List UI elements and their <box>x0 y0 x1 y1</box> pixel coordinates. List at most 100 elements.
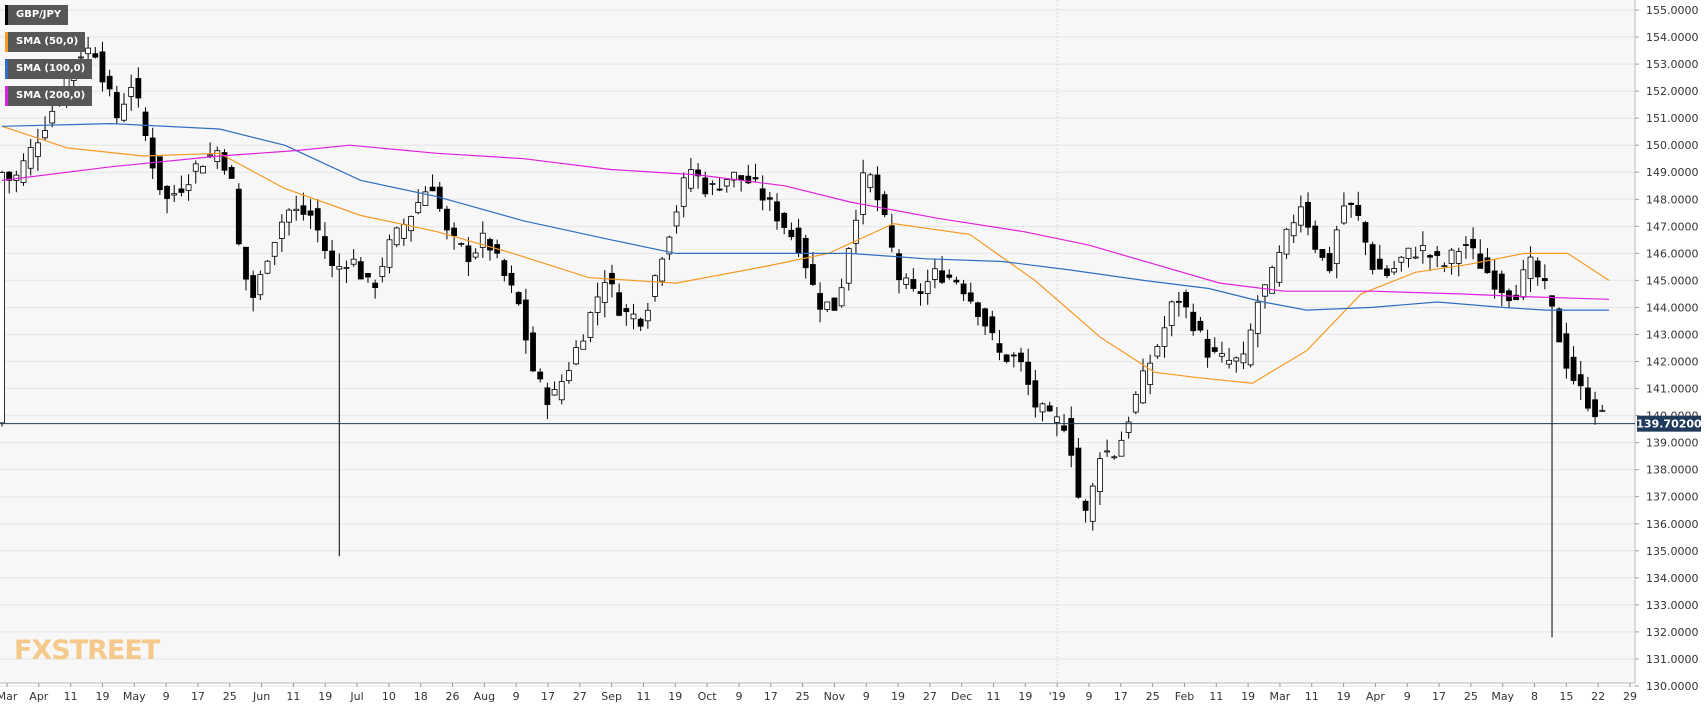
legend-item[interactable]: SMA (200,0) <box>5 86 93 106</box>
candle-body <box>1541 278 1548 282</box>
x-tick-label: 19 <box>1018 690 1032 703</box>
legend-item[interactable]: SMA (100,0) <box>5 59 93 79</box>
candle-body <box>429 186 436 192</box>
y-tick-label: 148.0000 <box>1646 193 1699 206</box>
legend-item[interactable]: GBP/JPY <box>5 5 69 25</box>
candle-body <box>1046 405 1053 412</box>
x-tick-label: 25 <box>1464 690 1478 703</box>
candle-body <box>1513 294 1520 301</box>
candle-body <box>831 297 838 311</box>
candle-body <box>788 229 795 238</box>
x-tick-label: Jul <box>349 690 363 703</box>
x-tick-label: 19 <box>668 690 682 703</box>
legend-swatch <box>5 86 8 106</box>
candle-body <box>365 273 371 278</box>
x-tick-label: Nov <box>824 690 846 703</box>
x-tick-label: 17 <box>541 690 555 703</box>
x-tick-label: Oct <box>698 690 718 703</box>
candle-body <box>695 169 701 177</box>
x-tick-label: 19 <box>1241 690 1255 703</box>
candle-body <box>372 282 379 289</box>
candle-body <box>867 174 874 188</box>
x-tick-label: 22 <box>1591 690 1605 703</box>
candle-body <box>637 318 644 327</box>
candle-body <box>1226 359 1233 365</box>
candle-body <box>343 267 350 269</box>
candle-body <box>845 248 852 284</box>
candle-body <box>917 291 924 294</box>
candle-body <box>278 221 285 239</box>
candle-body <box>1441 265 1448 268</box>
y-tick-label: 136.0000 <box>1646 518 1699 531</box>
candle-body <box>34 142 41 157</box>
x-tick-label: 11 <box>987 690 1001 703</box>
y-tick-label: 149.0000 <box>1646 166 1699 179</box>
candle-body <box>723 179 730 187</box>
y-tick-label: 144.0000 <box>1646 301 1699 314</box>
sma-200-0-line <box>1 144 1610 300</box>
candle-body <box>1204 338 1211 358</box>
x-tick-label: 11 <box>1209 690 1223 703</box>
x-tick-label: 19 <box>891 690 905 703</box>
candle-body <box>1326 253 1333 272</box>
candle-body <box>235 188 242 245</box>
candle-body <box>953 279 960 283</box>
candle-body <box>1484 257 1491 274</box>
candle-body <box>573 347 579 365</box>
candle-body <box>960 283 967 295</box>
candle-body <box>630 313 637 320</box>
y-tick-label: 132.0000 <box>1646 626 1699 639</box>
candle-body <box>1025 361 1032 385</box>
candle-body <box>709 183 716 185</box>
candle-body <box>1527 256 1534 279</box>
candle-body <box>508 272 515 286</box>
candle-body <box>1068 418 1075 456</box>
x-tick-label: Mar <box>1270 690 1291 703</box>
candle-body <box>1211 347 1218 352</box>
x-tick-label: Apr <box>29 690 49 703</box>
x-tick-label: 18 <box>414 690 428 703</box>
candle-body <box>1498 273 1505 294</box>
x-tick-label: May <box>123 690 146 703</box>
candle-body <box>781 212 788 228</box>
x-tick-label: Sep <box>601 690 622 703</box>
candle-body <box>1297 206 1304 226</box>
x-tick-label: Jun <box>252 690 270 703</box>
candle-body <box>357 261 364 280</box>
candle-body <box>824 301 831 310</box>
logo-part-b: STREET <box>51 635 160 666</box>
candle-body <box>860 172 867 215</box>
candle-body <box>1369 244 1376 270</box>
candle-body <box>1585 387 1591 409</box>
current-price-tag <box>1637 415 1701 432</box>
candle-body <box>931 268 938 280</box>
candle-body <box>688 169 694 189</box>
legend-item[interactable]: SMA (50,0) <box>5 32 86 52</box>
candle-body <box>479 232 486 248</box>
candle-body <box>1391 268 1398 273</box>
candle-body <box>888 225 895 248</box>
candle-body <box>1089 485 1096 522</box>
x-tick-label: 9 <box>513 690 520 703</box>
candle-body <box>1283 228 1290 255</box>
candle-body <box>644 309 651 322</box>
y-tick-label: 134.0000 <box>1646 572 1699 585</box>
x-tick-label: 17 <box>1432 690 1446 703</box>
candle-body <box>99 51 106 83</box>
x-tick-label: 9 <box>863 690 870 703</box>
candle-body <box>487 239 493 251</box>
candle-body <box>185 184 192 191</box>
candle-body <box>982 308 989 327</box>
candle-body <box>601 282 608 303</box>
x-tick-label: 25 <box>223 690 237 703</box>
y-tick-label: 143.0000 <box>1646 328 1699 341</box>
candle-body <box>616 292 623 316</box>
legend-swatch <box>5 59 8 79</box>
candle-body <box>881 194 888 216</box>
candle-body <box>458 243 465 245</box>
x-tick-label: 11 <box>1305 690 1319 703</box>
candle-body <box>544 387 551 405</box>
plot-area <box>0 0 1635 683</box>
candle-body <box>1247 329 1254 366</box>
